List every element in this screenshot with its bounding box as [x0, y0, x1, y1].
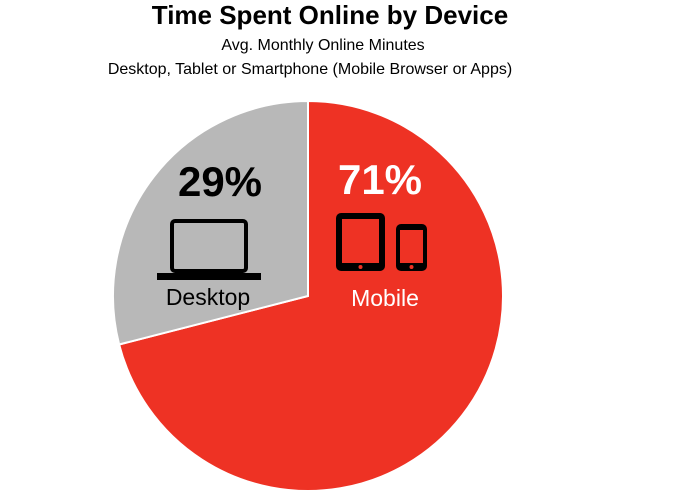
chart-title: Time Spent Online by Device: [152, 0, 508, 30]
pie-slice: [117, 99, 504, 492]
category-label: Desktop: [166, 284, 250, 310]
tablet-icon: [336, 213, 385, 271]
value-label: 71%: [338, 156, 422, 203]
phone-icon: [396, 224, 427, 271]
chart-subtitle: Avg. Monthly Online Minutes: [221, 37, 424, 54]
category-label: Mobile: [351, 285, 419, 311]
laptop-icon: [157, 219, 261, 280]
chart-subtitle: Desktop, Tablet or Smartphone (Mobile Br…: [108, 61, 512, 78]
value-label: 29%: [178, 158, 262, 205]
